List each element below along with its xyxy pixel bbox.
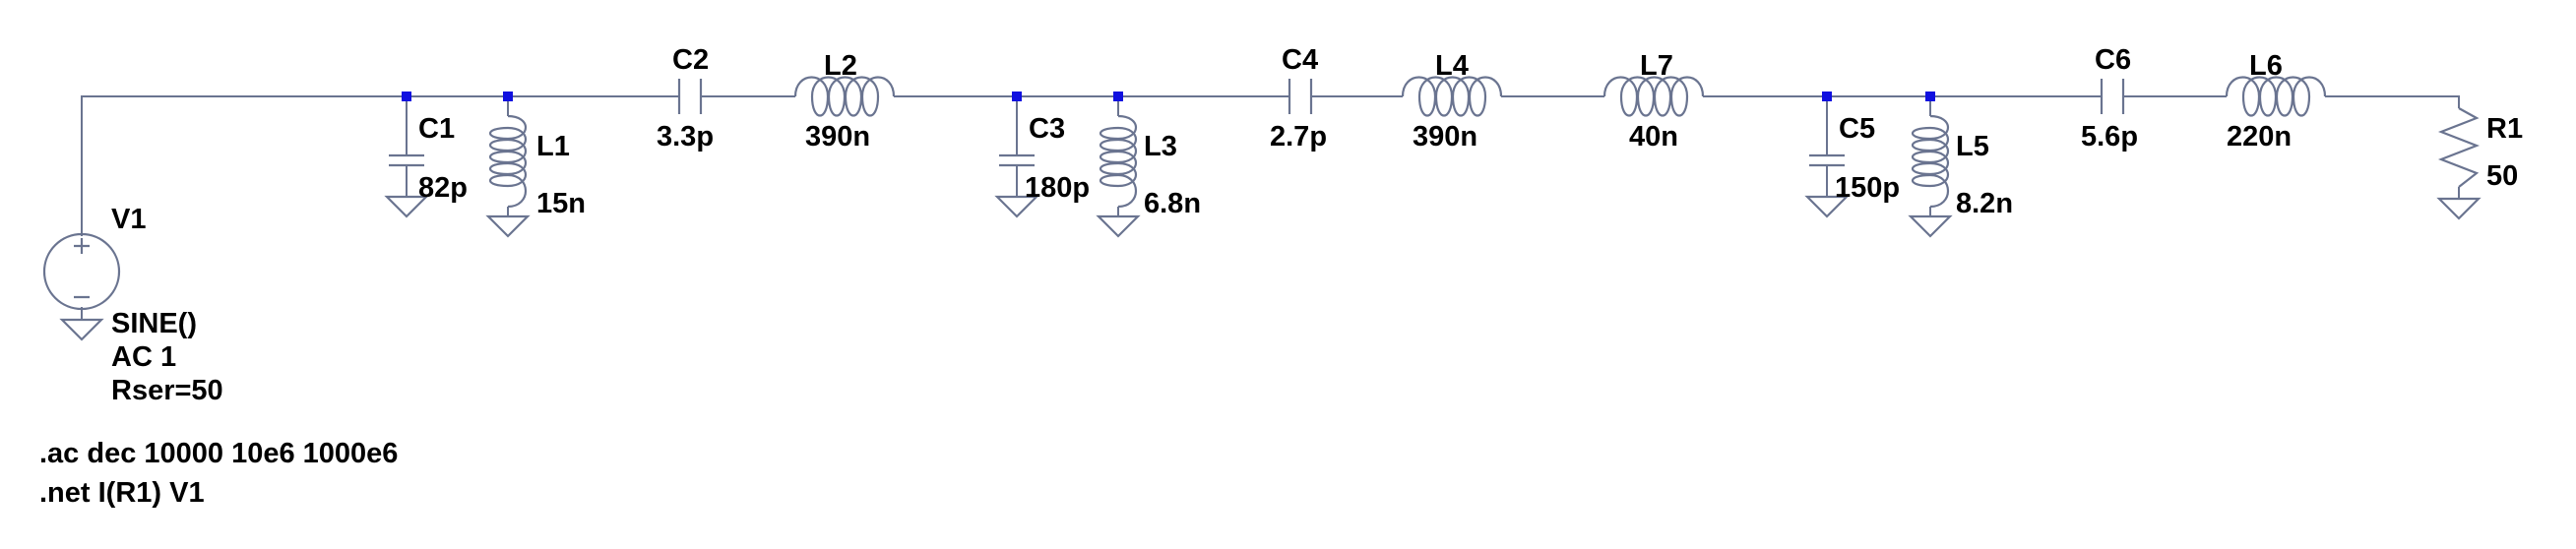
l3-value-label: 6.8n: [1144, 188, 1201, 219]
junction-node: [1113, 92, 1123, 101]
c6-value-label: 5.6p: [2081, 121, 2138, 152]
inductor-l2-symbol[interactable]: [793, 76, 896, 117]
ground-icon: [59, 318, 104, 341]
ground-icon: [1908, 214, 1953, 238]
c5-value-label: 150p: [1835, 172, 1900, 204]
capacitor-c1-symbol[interactable]: [389, 153, 424, 167]
capacitor-c3-symbol[interactable]: [999, 153, 1035, 167]
junction-node: [402, 92, 411, 101]
c1-value-label: 82p: [418, 172, 468, 204]
directive-ac[interactable]: .ac dec 10000 10e6 1000e6: [39, 438, 398, 469]
directive-net[interactable]: .net I(R1) V1: [39, 477, 205, 509]
l1-value-label: 15n: [536, 188, 586, 219]
v1-ac-label: AC 1: [111, 341, 176, 373]
c6-ref-label: C6: [2095, 44, 2131, 76]
c3-ref-label: C3: [1029, 113, 1065, 145]
junction-node: [503, 92, 513, 101]
v1-ref-label: V1: [111, 204, 146, 235]
inductor-l1-symbol[interactable]: [488, 114, 527, 209]
ground-icon: [384, 195, 429, 218]
inductor-l6-symbol[interactable]: [2225, 76, 2327, 117]
l7-ref-label: L7: [1640, 50, 1673, 82]
c2-value-label: 3.3p: [657, 121, 714, 152]
v1-function-label: SINE(): [111, 308, 197, 339]
wire-v1-up: [81, 95, 404, 236]
l4-value-label: 390n: [1413, 121, 1477, 152]
source-labels: V1 SINE() AC 1 Rser=50: [111, 204, 223, 406]
ground-icon: [2436, 197, 2482, 220]
inductor-l7-symbol[interactable]: [1602, 76, 1705, 117]
l1-ref-label: L1: [536, 131, 570, 162]
capacitor-c4-symbol[interactable]: [1288, 79, 1313, 114]
c4-ref-label: C4: [1282, 44, 1318, 76]
l7-value-label: 40n: [1629, 121, 1678, 152]
r1-ref-label: R1: [2486, 113, 2523, 145]
c2-ref-label: C2: [672, 44, 709, 76]
l5-value-label: 8.2n: [1956, 188, 2013, 219]
l4-ref-label: L4: [1435, 50, 1469, 82]
c1-ref-label: C1: [418, 113, 455, 145]
c3-value-label: 180p: [1025, 172, 1090, 204]
resistor-r1-symbol[interactable]: [2437, 107, 2481, 188]
l5-ref-label: L5: [1956, 131, 1989, 162]
c4-value-label: 2.7p: [1270, 121, 1327, 152]
voltage-source-v1-symbol[interactable]: [42, 232, 121, 311]
l3-ref-label: L3: [1144, 131, 1177, 162]
ground-icon: [1096, 214, 1141, 238]
inductor-l3-symbol[interactable]: [1099, 114, 1137, 209]
capacitor-c5-symbol[interactable]: [1809, 153, 1845, 167]
capacitor-c2-symbol[interactable]: [677, 79, 703, 114]
ground-icon: [485, 214, 531, 238]
v1-rser-label: Rser=50: [111, 375, 223, 406]
c5-ref-label: C5: [1839, 113, 1875, 145]
ground-icon: [994, 195, 1039, 218]
spice-directives: .ac dec 10000 10e6 1000e6 .net I(R1) V1: [39, 438, 398, 509]
junction-node: [1012, 92, 1022, 101]
inductor-l5-symbol[interactable]: [1911, 114, 1949, 209]
ground-symbols: [59, 195, 2482, 341]
component-labels: C1 82p L1 15n C2 3.3p L2 390n C3 180p L3…: [418, 44, 2523, 219]
wire-main-8: [2325, 95, 2460, 108]
junction-node: [1822, 92, 1832, 101]
ground-icon: [1804, 195, 1850, 218]
l2-value-label: 390n: [805, 121, 870, 152]
l2-ref-label: L2: [824, 50, 857, 82]
r1-value-label: 50: [2486, 160, 2518, 192]
l6-value-label: 220n: [2227, 121, 2292, 152]
l6-ref-label: L6: [2249, 50, 2283, 82]
junction-nodes: [402, 92, 1935, 101]
junction-node: [1925, 92, 1935, 101]
capacitor-c6-symbol[interactable]: [2100, 79, 2125, 114]
inductor-l4-symbol[interactable]: [1401, 76, 1503, 117]
